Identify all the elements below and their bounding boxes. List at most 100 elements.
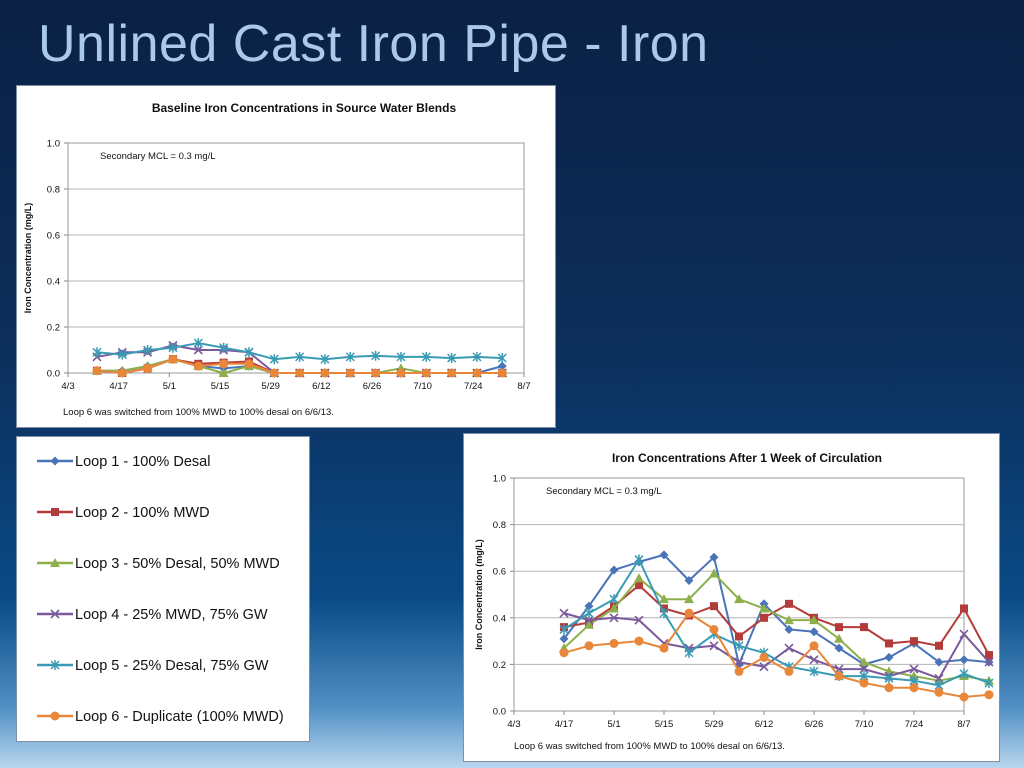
week-data-point (584, 619, 594, 629)
week-ytick-label: 0.2 (493, 660, 506, 671)
baseline-data-point (168, 354, 178, 364)
baseline-data-point (396, 368, 406, 378)
week-series-5 (559, 554, 994, 691)
baseline-xtick-label: 5/15 (211, 381, 230, 392)
week-data-point (584, 601, 594, 611)
week-data-point (784, 615, 794, 625)
baseline-data-point (447, 368, 457, 378)
baseline-ytick-label: 0.8 (47, 185, 60, 196)
baseline-data-point (497, 368, 507, 378)
week-data-point (859, 664, 869, 674)
baseline-data-point (320, 368, 330, 378)
baseline-data-point (92, 366, 102, 376)
week-series-line (563, 572, 990, 682)
legend-marker-icon (50, 711, 60, 721)
week-data-point (959, 692, 969, 702)
baseline-chart: Baseline Iron Concentrations in Source W… (16, 85, 556, 428)
week-data-point (759, 603, 769, 613)
week-data-point (984, 690, 994, 700)
baseline-data-point (117, 368, 127, 378)
week-data-point (784, 643, 794, 653)
baseline-data-point (269, 354, 279, 365)
baseline-data-point (497, 353, 507, 364)
baseline-series-6 (92, 354, 507, 378)
week-data-point (710, 602, 718, 611)
legend-marker-icon (50, 558, 60, 567)
week-data-point (909, 683, 919, 693)
week-data-point (859, 657, 869, 667)
baseline-xtick-label: 4/17 (109, 381, 128, 392)
week-ytick-label: 0.8 (493, 520, 506, 531)
legend-label: Loop 2 - 100% MWD (75, 505, 210, 521)
baseline-data-point (143, 363, 153, 373)
week-xtick-label: 5/29 (705, 719, 724, 730)
week-data-point (835, 623, 843, 632)
week-data-point (834, 671, 844, 681)
legend-entry: Loop 6 - Duplicate (100% MWD) (37, 709, 284, 725)
week-xtick-label: 7/24 (905, 719, 924, 730)
baseline-data-point (472, 368, 482, 378)
week-xtick-label: 4/17 (555, 719, 574, 730)
week-data-point (709, 552, 719, 562)
legend-svg: Loop 1 - 100% Desal Loop 2 - 100% MWD Loop… (37, 454, 284, 725)
week-ytick-label: 0.4 (493, 613, 506, 624)
baseline-data-point (117, 349, 127, 360)
week-data-point (834, 633, 844, 643)
legend-entry: Loop 2 - 100% MWD (37, 505, 210, 521)
week-series-3 (559, 568, 994, 685)
baseline-ytick-label: 1.0 (47, 139, 60, 150)
week-series-line (563, 558, 990, 687)
legend-marker-icon (50, 609, 60, 619)
week-ylabel: Iron Concentration (mg/L) (474, 539, 484, 650)
week-data-point (784, 624, 794, 634)
legend-entry: Loop 5 - 25% Desal, 75% GW (37, 658, 269, 674)
week-data-point (760, 613, 768, 622)
week-data-point (609, 638, 619, 648)
baseline-data-point (219, 359, 229, 369)
legend-label: Loop 6 - Duplicate (100% MWD) (75, 709, 284, 725)
baseline-data-point (143, 345, 153, 355)
week-data-point (809, 615, 819, 625)
week-xtick-label: 5/1 (607, 719, 620, 730)
week-series-line (563, 584, 990, 656)
baseline-data-point (244, 359, 254, 369)
week-data-point (884, 683, 894, 693)
week-data-point (809, 666, 819, 677)
week-data-point (584, 641, 594, 651)
baseline-xtick-label: 7/10 (413, 381, 432, 392)
baseline-xtick-label: 5/29 (261, 381, 280, 392)
baseline-xtick-label: 8/7 (517, 381, 530, 392)
week-data-point (885, 639, 893, 648)
week-data-point (734, 666, 744, 676)
baseline-data-point (269, 368, 279, 378)
baseline-data-point (371, 368, 381, 378)
week-data-point (809, 641, 819, 651)
week-data-point (609, 565, 619, 575)
week-series-2 (560, 581, 993, 660)
week-data-point (559, 648, 569, 658)
week-data-point (934, 657, 944, 667)
week-data-point (659, 550, 669, 560)
week-plot-area (513, 477, 965, 712)
week-data-point (559, 634, 569, 644)
week-xtick-label: 7/10 (855, 719, 874, 730)
week-data-point (635, 581, 643, 590)
week-data-point (910, 637, 918, 646)
week-data-point (884, 673, 894, 684)
legend-entry: Loop 4 - 25% MWD, 75% GW (37, 607, 268, 623)
legend-entry: Loop 1 - 100% Desal (37, 454, 210, 470)
baseline-title: Baseline Iron Concentrations in Source W… (152, 101, 457, 115)
week-mcl-annotation: Secondary MCL = 0.3 mg/L (546, 486, 662, 497)
legend: Loop 1 - 100% Desal Loop 2 - 100% MWD Loop… (16, 436, 310, 742)
week-data-point (609, 594, 619, 605)
baseline-data-point (168, 342, 178, 353)
week-data-point (684, 576, 694, 586)
week-data-point (834, 643, 844, 653)
week-series-6 (559, 608, 994, 702)
week-series-line (563, 612, 990, 680)
baseline-data-point (472, 351, 482, 362)
legend-entry: Loop 3 - 50% Desal, 50% MWD (37, 556, 280, 572)
week-data-point (934, 687, 944, 697)
week-data-point (959, 668, 969, 679)
baseline-chart-svg: Baseline Iron Concentrations in Source W… (23, 101, 531, 418)
